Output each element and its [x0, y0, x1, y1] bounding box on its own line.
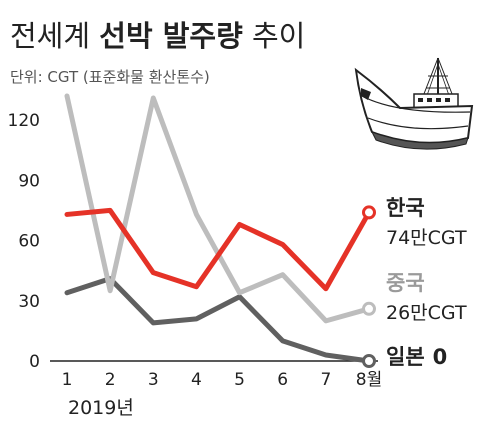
series-value-label: 26만CGT	[386, 302, 467, 324]
chart-title-prefix: 전세계	[10, 19, 90, 53]
series-end-labels: 한국 74만CGT 중국 26만CGT 일본 0	[386, 196, 467, 369]
x-tick-label: 2	[105, 370, 116, 390]
x-tick-label: 1	[62, 370, 73, 390]
chart-title-suffix: 추이	[252, 19, 305, 53]
y-tick-label: 0	[29, 352, 40, 372]
series-end-marker	[362, 354, 376, 368]
chart-title-bold: 선박 발주량	[99, 19, 243, 53]
y-tick-label: 60	[18, 232, 40, 252]
series-end-marker	[362, 205, 376, 220]
unit-label: 단위: CGT (표준화물 환산톤수)	[10, 68, 210, 86]
series-name-label: 일본 0	[386, 345, 447, 369]
x-tick-label: 8월	[356, 370, 382, 390]
series-name-label: 중국	[386, 271, 425, 295]
y-tick-labels: 0 30 60 90 120	[8, 111, 40, 372]
series-name: 일본	[386, 345, 425, 369]
series-lines	[64, 93, 376, 368]
y-tick-label: 30	[18, 292, 40, 312]
y-tick-label: 120	[8, 111, 40, 131]
series-value-label: 74만CGT	[386, 227, 467, 249]
series-line-0	[64, 207, 372, 292]
series-end-marker	[362, 301, 376, 316]
x-tick-label: 3	[148, 370, 159, 390]
series-value: 0	[433, 345, 448, 369]
x-year-label: 2019년	[68, 397, 134, 419]
x-tick-labels: 1 2 3 4 5 6 7 8월	[62, 370, 383, 390]
series-name-label: 한국	[386, 196, 425, 220]
x-tick-label: 6	[277, 370, 288, 390]
x-tick-label: 7	[320, 370, 331, 390]
x-tick-label: 5	[234, 370, 245, 390]
y-tick-label: 90	[18, 171, 40, 191]
chart-title: 전세계 선박 발주량 추이	[10, 19, 305, 53]
series-line-2	[64, 276, 372, 364]
x-tick-label: 4	[191, 370, 202, 390]
ship-icon	[354, 57, 474, 150]
